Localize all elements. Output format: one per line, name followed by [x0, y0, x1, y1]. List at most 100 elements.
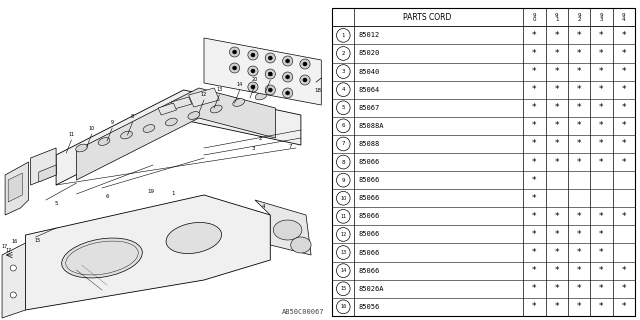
Text: *: * — [532, 248, 536, 257]
Text: 9
4: 9 4 — [622, 13, 625, 22]
Polygon shape — [2, 243, 26, 318]
Circle shape — [268, 88, 273, 92]
Circle shape — [232, 66, 237, 70]
Text: *: * — [577, 212, 581, 221]
Text: 17: 17 — [1, 244, 7, 249]
Text: *: * — [577, 248, 581, 257]
Circle shape — [285, 75, 290, 79]
Text: 13: 13 — [216, 87, 223, 92]
Circle shape — [265, 85, 275, 95]
Text: *: * — [554, 67, 559, 76]
Circle shape — [303, 62, 307, 66]
Text: *: * — [554, 230, 559, 239]
Circle shape — [337, 300, 350, 314]
Ellipse shape — [211, 105, 222, 113]
Text: *: * — [621, 67, 626, 76]
Circle shape — [337, 282, 350, 296]
Ellipse shape — [143, 124, 155, 132]
Circle shape — [337, 191, 350, 205]
Ellipse shape — [233, 99, 244, 106]
Text: *: * — [554, 248, 559, 257]
Circle shape — [337, 65, 350, 78]
Text: *: * — [554, 49, 559, 58]
Text: *: * — [599, 266, 604, 275]
Text: 3: 3 — [342, 69, 345, 74]
Text: *: * — [577, 67, 581, 76]
Text: *: * — [554, 302, 559, 311]
Circle shape — [251, 69, 255, 73]
Text: 3: 3 — [252, 146, 255, 151]
Text: *: * — [554, 31, 559, 40]
Text: *: * — [599, 157, 604, 166]
Text: *: * — [532, 85, 536, 94]
Text: PARTS CORD: PARTS CORD — [403, 13, 452, 22]
Text: *: * — [599, 103, 604, 112]
Circle shape — [337, 173, 350, 187]
Text: *: * — [532, 140, 536, 148]
Polygon shape — [189, 88, 220, 107]
Circle shape — [300, 75, 310, 85]
Text: *: * — [577, 157, 581, 166]
Text: 85066: 85066 — [358, 231, 380, 237]
Polygon shape — [255, 200, 311, 255]
Circle shape — [251, 85, 255, 89]
Text: *: * — [621, 85, 626, 94]
Text: *: * — [554, 121, 559, 130]
Text: 85026A: 85026A — [358, 286, 384, 292]
Polygon shape — [26, 195, 270, 310]
Text: *: * — [577, 284, 581, 293]
Text: 15: 15 — [340, 286, 346, 291]
Circle shape — [303, 78, 307, 82]
Circle shape — [10, 292, 17, 298]
Text: *: * — [599, 212, 604, 221]
Text: *: * — [621, 157, 626, 166]
Text: 20: 20 — [252, 77, 258, 82]
Circle shape — [300, 59, 310, 69]
Text: *: * — [554, 103, 559, 112]
Text: 9
3: 9 3 — [600, 13, 603, 22]
Text: 2: 2 — [342, 51, 345, 56]
Text: 85040: 85040 — [358, 68, 380, 75]
Text: 85066: 85066 — [358, 195, 380, 201]
Text: 14: 14 — [340, 268, 346, 273]
Text: *: * — [621, 103, 626, 112]
Text: *: * — [532, 67, 536, 76]
Text: 4: 4 — [261, 204, 265, 209]
Text: 7: 7 — [289, 144, 292, 149]
Text: 13: 13 — [340, 250, 346, 255]
Text: 21: 21 — [267, 72, 273, 77]
Ellipse shape — [273, 220, 302, 240]
Text: *: * — [532, 49, 536, 58]
Polygon shape — [204, 38, 321, 105]
Text: 14: 14 — [237, 82, 243, 87]
Circle shape — [285, 59, 290, 63]
Text: *: * — [532, 176, 536, 185]
Text: *: * — [599, 49, 604, 58]
Text: *: * — [621, 284, 626, 293]
Polygon shape — [31, 148, 56, 185]
Ellipse shape — [61, 238, 142, 278]
Circle shape — [337, 47, 350, 60]
Circle shape — [265, 69, 275, 79]
Text: 4: 4 — [342, 87, 345, 92]
Text: *: * — [532, 121, 536, 130]
Text: 85067: 85067 — [358, 105, 380, 111]
Text: 12: 12 — [340, 232, 346, 237]
Circle shape — [337, 228, 350, 241]
Text: *: * — [532, 194, 536, 203]
Polygon shape — [158, 103, 177, 115]
Circle shape — [337, 210, 350, 223]
Text: *: * — [621, 31, 626, 40]
Text: *: * — [621, 140, 626, 148]
Text: *: * — [621, 266, 626, 275]
Text: *: * — [554, 85, 559, 94]
Text: *: * — [577, 103, 581, 112]
Circle shape — [230, 47, 240, 57]
Polygon shape — [8, 173, 22, 202]
Polygon shape — [39, 165, 56, 182]
Text: *: * — [554, 266, 559, 275]
Text: *: * — [577, 49, 581, 58]
Text: 85066: 85066 — [358, 159, 380, 165]
Polygon shape — [56, 90, 301, 185]
Text: 1: 1 — [342, 33, 345, 38]
